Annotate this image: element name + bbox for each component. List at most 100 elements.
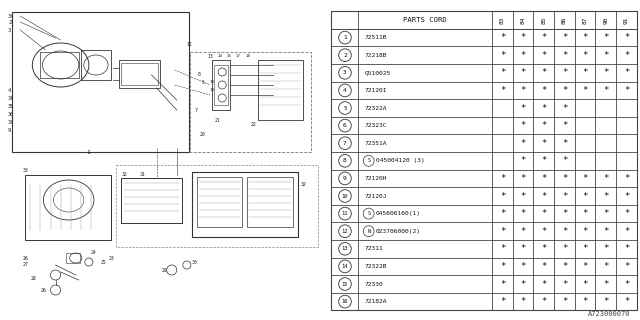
Text: 17: 17 (236, 54, 241, 58)
Text: *: * (520, 262, 526, 271)
Text: *: * (624, 191, 629, 201)
Text: *: * (562, 139, 567, 148)
Text: 36: 36 (8, 113, 14, 117)
Text: *: * (500, 227, 505, 236)
Text: 34: 34 (8, 95, 14, 100)
Text: *: * (520, 51, 526, 60)
Text: 72120H: 72120H (365, 176, 387, 181)
Text: 7: 7 (195, 108, 198, 113)
Text: 2: 2 (8, 20, 12, 25)
Text: *: * (520, 139, 526, 148)
Text: *: * (500, 244, 505, 253)
Bar (214, 65, 228, 105)
Text: 22: 22 (250, 123, 256, 127)
Text: *: * (562, 121, 567, 130)
Circle shape (339, 31, 351, 44)
Text: *: * (541, 262, 547, 271)
Text: *: * (582, 33, 588, 42)
Bar (212, 60, 230, 110)
Text: 19: 19 (209, 88, 214, 92)
Text: *: * (624, 279, 629, 289)
Text: Q510025: Q510025 (365, 70, 391, 75)
Text: *: * (624, 174, 629, 183)
Text: *: * (541, 279, 547, 289)
Text: *: * (541, 244, 547, 253)
Text: *: * (562, 103, 567, 113)
Text: 20: 20 (200, 132, 205, 138)
Text: 33: 33 (22, 167, 28, 172)
Circle shape (339, 84, 351, 97)
Text: *: * (520, 279, 526, 289)
Text: 72182A: 72182A (365, 299, 387, 304)
Text: *: * (562, 33, 567, 42)
Circle shape (339, 137, 351, 149)
Text: *: * (541, 68, 547, 77)
Text: 72330: 72330 (365, 282, 383, 286)
Text: 5: 5 (202, 79, 205, 84)
Text: 15: 15 (227, 54, 231, 58)
Text: 10: 10 (209, 80, 214, 84)
Text: *: * (562, 191, 567, 201)
Text: 12: 12 (342, 229, 348, 234)
Text: 35: 35 (8, 103, 14, 108)
Circle shape (339, 49, 351, 61)
Text: *: * (520, 209, 526, 218)
Text: 3: 3 (343, 70, 347, 75)
Text: *: * (541, 191, 547, 201)
Text: 26: 26 (40, 287, 46, 292)
Text: *: * (500, 262, 505, 271)
Circle shape (339, 295, 351, 308)
Text: 7: 7 (343, 141, 347, 146)
Text: 85: 85 (541, 16, 547, 24)
Text: *: * (541, 156, 547, 165)
Text: 72120I: 72120I (365, 88, 387, 93)
Text: *: * (624, 86, 629, 95)
Text: *: * (541, 33, 547, 42)
Text: *: * (582, 68, 588, 77)
Bar (197, 177, 243, 227)
Text: *: * (500, 174, 505, 183)
Text: *: * (520, 191, 526, 201)
Text: *: * (603, 86, 609, 95)
Text: *: * (562, 227, 567, 236)
Text: 13: 13 (342, 246, 348, 251)
Text: 34: 34 (8, 13, 15, 19)
Text: *: * (541, 139, 547, 148)
Text: 5: 5 (343, 106, 347, 110)
Bar (121, 178, 182, 223)
Bar (116, 165, 318, 247)
Circle shape (339, 67, 351, 79)
Text: 32: 32 (301, 182, 307, 188)
Circle shape (364, 208, 374, 219)
Text: 27: 27 (22, 262, 28, 268)
Text: 24: 24 (91, 251, 97, 255)
Text: 23: 23 (109, 255, 115, 260)
Text: 3: 3 (8, 28, 12, 33)
Bar (257, 60, 303, 120)
Text: *: * (624, 68, 629, 77)
Text: *: * (603, 262, 609, 271)
Text: PARTS CORD: PARTS CORD (403, 17, 447, 23)
Text: 11: 11 (342, 211, 348, 216)
Text: S: S (367, 158, 371, 163)
Text: *: * (603, 227, 609, 236)
Bar (192, 172, 298, 237)
Text: *: * (500, 297, 505, 306)
Bar (40, 52, 79, 78)
Bar (81, 50, 111, 80)
Text: 90: 90 (604, 16, 608, 24)
Text: 1: 1 (343, 35, 347, 40)
Text: 30: 30 (192, 260, 198, 265)
Text: *: * (541, 86, 547, 95)
Text: 91: 91 (624, 16, 629, 24)
Text: 14: 14 (342, 264, 348, 269)
Bar (190, 52, 311, 152)
Text: 32: 32 (121, 172, 127, 178)
Text: A723000070: A723000070 (588, 311, 630, 317)
Text: 72323C: 72323C (365, 123, 387, 128)
Text: *: * (582, 51, 588, 60)
Text: 045606160(1): 045606160(1) (376, 211, 420, 216)
Text: 15: 15 (342, 282, 348, 286)
Text: *: * (582, 174, 588, 183)
Circle shape (339, 243, 351, 255)
